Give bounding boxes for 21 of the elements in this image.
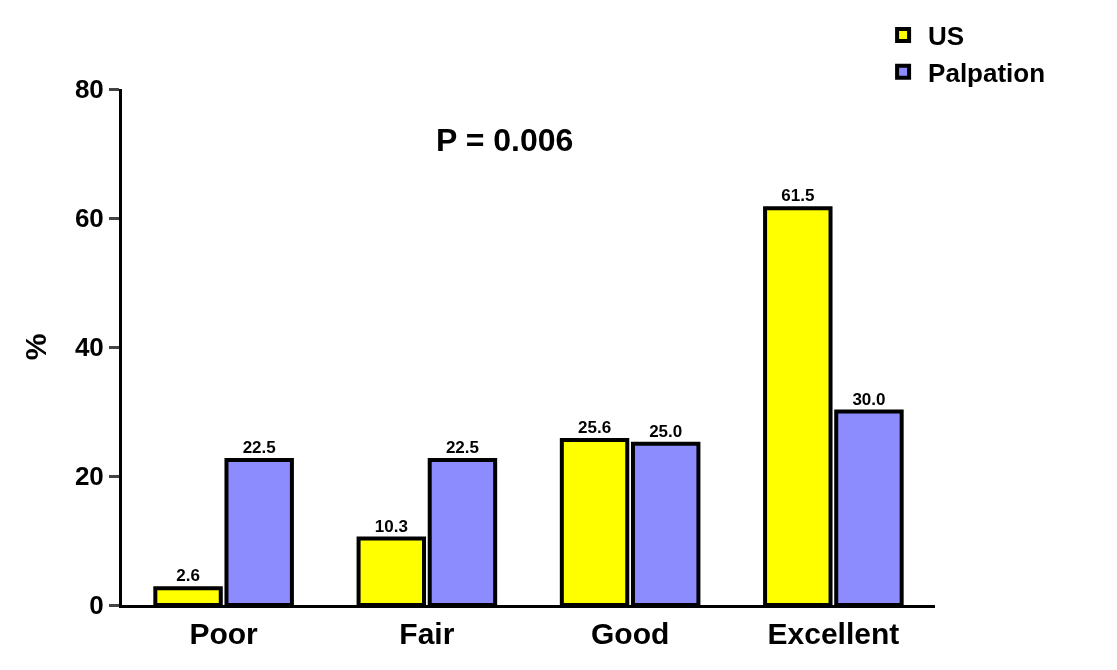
data-label: 2.6 — [176, 566, 200, 586]
y-tick-label: 0 — [89, 590, 104, 621]
data-label: 61.5 — [781, 186, 815, 206]
y-tick-label: 80 — [74, 74, 104, 105]
x-tick-label: Good — [590, 617, 670, 650]
x-tick-label: Poor — [189, 617, 259, 650]
data-label: 10.3 — [374, 516, 408, 536]
annotation: P = 0.006 — [436, 122, 574, 158]
y-tick-label: 40 — [74, 332, 104, 363]
legend-label: US — [928, 21, 965, 52]
data-label: 22.5 — [445, 437, 479, 457]
data-label: 30.0 — [852, 389, 886, 409]
data-label: 22.5 — [242, 437, 276, 457]
legend-label: Palpation — [928, 57, 1046, 88]
data-label: 25.6 — [578, 417, 612, 437]
y-tick-label: 20 — [74, 461, 104, 492]
x-tick-label: Excellent — [767, 617, 900, 650]
y-axis-title: % — [18, 333, 52, 361]
x-tick-label: Fair — [399, 617, 455, 650]
data-label: 25.0 — [649, 421, 683, 441]
y-tick-label: 60 — [74, 203, 104, 234]
